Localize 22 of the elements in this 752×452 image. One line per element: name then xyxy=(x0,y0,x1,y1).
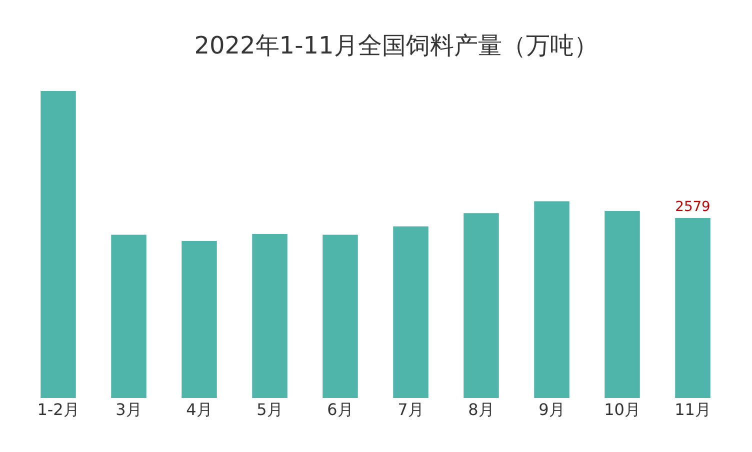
bar xyxy=(252,234,288,398)
chart-title: 2022年1-11月全国饲料产量（万吨） xyxy=(194,31,598,60)
x-tick-label: 9月 xyxy=(538,400,565,419)
x-tick-label: 3月 xyxy=(116,400,142,419)
x-tick-label: 4月 xyxy=(186,400,212,419)
bar xyxy=(393,226,428,398)
bar xyxy=(604,211,640,398)
x-tick-label: 5月 xyxy=(256,400,283,419)
x-tick-label: 8月 xyxy=(468,400,494,419)
x-tick-label: 7月 xyxy=(398,400,424,419)
bar xyxy=(182,241,217,398)
x-tick-label: 11月 xyxy=(674,400,711,419)
bar xyxy=(111,234,146,398)
bar xyxy=(534,201,570,398)
data-label: 2579 xyxy=(675,199,710,216)
bar xyxy=(322,234,358,398)
bar xyxy=(464,213,499,398)
x-tick-label: 10月 xyxy=(604,400,640,419)
bar xyxy=(40,91,76,398)
x-tick-label: 1-2月 xyxy=(37,400,80,419)
bar xyxy=(675,218,710,398)
x-tick-label: 6月 xyxy=(327,400,354,419)
